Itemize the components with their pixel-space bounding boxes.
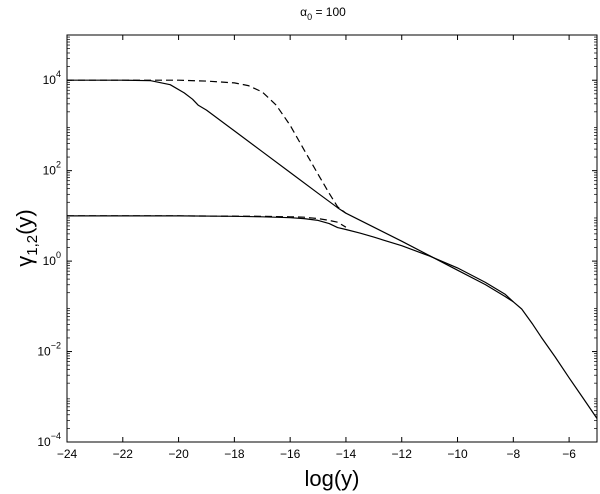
y-tick-label-base: 10 [43, 254, 57, 268]
y-axis-label: γ1,2(y) [12, 209, 41, 267]
x-axis-ticks: −24 −22 −20 −18 −16 −14 −12 −10 −8 −6 [57, 35, 576, 461]
series-line-3-solid [67, 215, 514, 303]
x-tick-label: −8 [506, 447, 520, 461]
y-axis-label-subscript: 1,2 [24, 235, 41, 256]
series-line-1-solid [67, 79, 598, 419]
y-tick-label-exponent: −4 [51, 431, 61, 441]
chart-title-rest: = 100 [312, 5, 346, 19]
y-tick-label: 10−2 [37, 341, 61, 359]
series-lines [67, 79, 598, 419]
chart-title-symbol: α [300, 5, 307, 19]
y-tick-label: 102 [43, 160, 61, 178]
y-tick-label: 100 [43, 250, 61, 268]
series-line-2-dashed [67, 79, 347, 214]
x-axis-label: log(y) [304, 466, 359, 491]
y-tick-label-base: 10 [37, 345, 51, 359]
chart-title-subscript: 0 [307, 12, 312, 22]
plot-frame [66, 34, 598, 443]
y-tick-label-exponent: 2 [56, 160, 61, 170]
x-tick-label: −18 [224, 447, 245, 461]
y-axis-label-rest: (y) [12, 209, 37, 235]
x-tick-label: −6 [562, 447, 576, 461]
y-tick-label-base: 10 [37, 435, 51, 449]
x-tick-label: −16 [280, 447, 301, 461]
y-tick-label-exponent: 0 [56, 250, 61, 260]
y-tick-label-base: 10 [43, 164, 57, 178]
x-tick-label: −24 [57, 447, 78, 461]
y-tick-label: 104 [43, 69, 61, 87]
chart-title: α0 = 100 [300, 5, 346, 22]
y-tick-label-exponent: 4 [56, 69, 61, 79]
x-tick-label: −22 [113, 447, 134, 461]
series-line-4-dashed [67, 215, 347, 228]
x-tick-label: −14 [336, 447, 357, 461]
y-axis-label-symbol: γ [12, 256, 37, 267]
x-tick-label: −20 [168, 447, 189, 461]
y-tick-label-base: 10 [43, 73, 57, 87]
x-tick-label: −12 [392, 447, 413, 461]
y-tick-label-exponent: −2 [51, 341, 61, 351]
x-tick-label: −10 [447, 447, 468, 461]
y-tick-label: 10−4 [37, 431, 61, 449]
